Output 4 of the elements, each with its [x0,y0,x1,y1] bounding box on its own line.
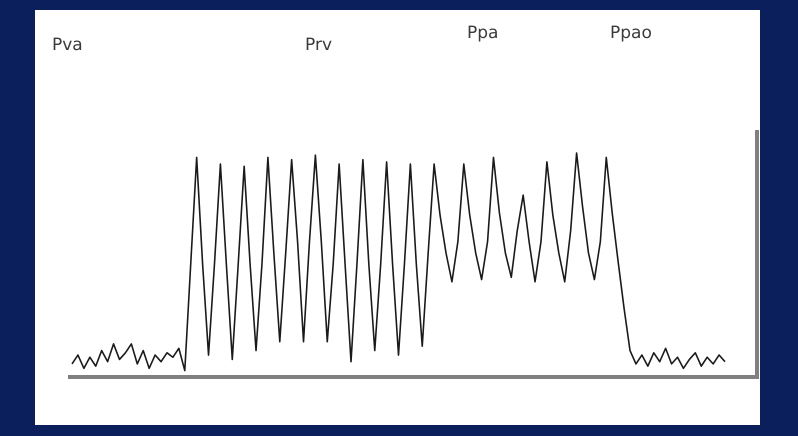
text: Ppa [467,23,498,43]
text: Ppao [610,23,652,43]
text: Prv [305,35,332,55]
text: Pva [52,35,83,55]
